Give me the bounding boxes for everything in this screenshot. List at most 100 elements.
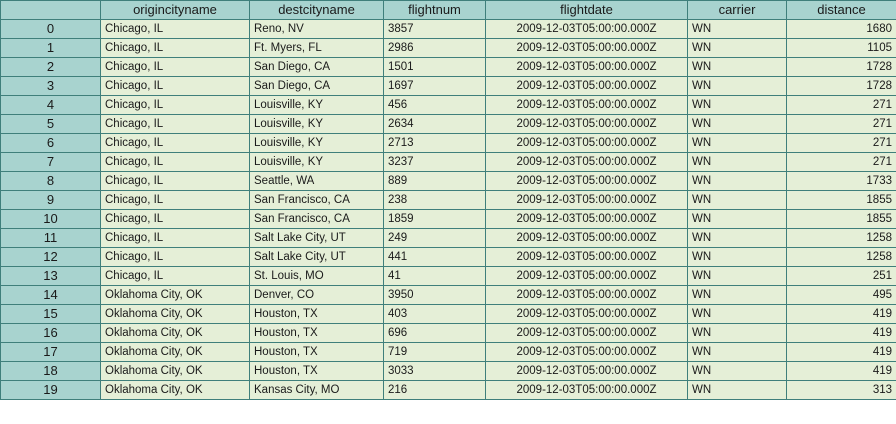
destcityname-cell[interactable]: San Francisco, CA: [249, 190, 384, 210]
flightdate-cell[interactable]: 2009-12-03T05:00:00.000Z: [485, 247, 688, 267]
destcityname-cell[interactable]: San Francisco, CA: [249, 209, 384, 229]
destcityname-cell[interactable]: St. Louis, MO: [249, 266, 384, 286]
row-index-cell[interactable]: 3: [0, 76, 101, 96]
distance-cell[interactable]: 419: [786, 304, 896, 324]
distance-cell[interactable]: 271: [786, 152, 896, 172]
distance-cell[interactable]: 1855: [786, 190, 896, 210]
flightnum-cell[interactable]: 2713: [383, 133, 486, 153]
flightnum-cell[interactable]: 1501: [383, 57, 486, 77]
flightnum-cell[interactable]: 403: [383, 304, 486, 324]
carrier-cell[interactable]: WN: [687, 95, 787, 115]
carrier-cell[interactable]: WN: [687, 190, 787, 210]
origincityname-cell[interactable]: Chicago, IL: [100, 114, 250, 134]
flightnum-cell[interactable]: 3237: [383, 152, 486, 172]
destcityname-cell[interactable]: Louisville, KY: [249, 95, 384, 115]
table-row[interactable]: 8 Chicago, IL Seattle, WA 889 2009-12-03T05:…: [0, 171, 896, 191]
header-origincityname[interactable]: origincityname: [100, 0, 250, 20]
carrier-cell[interactable]: WN: [687, 342, 787, 362]
destcityname-cell[interactable]: Salt Lake City, UT: [249, 228, 384, 248]
distance-cell[interactable]: 1733: [786, 171, 896, 191]
origincityname-cell[interactable]: Chicago, IL: [100, 19, 250, 39]
row-index-cell[interactable]: 15: [0, 304, 101, 324]
distance-cell[interactable]: 271: [786, 133, 896, 153]
destcityname-cell[interactable]: San Diego, CA: [249, 76, 384, 96]
row-index-cell[interactable]: 0: [0, 19, 101, 39]
flightdate-cell[interactable]: 2009-12-03T05:00:00.000Z: [485, 114, 688, 134]
flightnum-cell[interactable]: 441: [383, 247, 486, 267]
header-index[interactable]: [0, 0, 101, 20]
origincityname-cell[interactable]: Oklahoma City, OK: [100, 342, 250, 362]
carrier-cell[interactable]: WN: [687, 361, 787, 381]
flightnum-cell[interactable]: 3033: [383, 361, 486, 381]
flightdate-cell[interactable]: 2009-12-03T05:00:00.000Z: [485, 342, 688, 362]
carrier-cell[interactable]: WN: [687, 133, 787, 153]
distance-cell[interactable]: 419: [786, 361, 896, 381]
origincityname-cell[interactable]: Chicago, IL: [100, 76, 250, 96]
origincityname-cell[interactable]: Oklahoma City, OK: [100, 361, 250, 381]
destcityname-cell[interactable]: Louisville, KY: [249, 133, 384, 153]
flightdate-cell[interactable]: 2009-12-03T05:00:00.000Z: [485, 380, 688, 400]
destcityname-cell[interactable]: Louisville, KY: [249, 152, 384, 172]
flightdate-cell[interactable]: 2009-12-03T05:00:00.000Z: [485, 266, 688, 286]
distance-cell[interactable]: 1855: [786, 209, 896, 229]
carrier-cell[interactable]: WN: [687, 304, 787, 324]
table-row[interactable]: 13 Chicago, IL St. Louis, MO 41 2009-12-03T0…: [0, 266, 896, 286]
table-row[interactable]: 5 Chicago, IL Louisville, KY 2634 2009-12-03…: [0, 114, 896, 134]
distance-cell[interactable]: 1728: [786, 57, 896, 77]
flightnum-cell[interactable]: 1859: [383, 209, 486, 229]
carrier-cell[interactable]: WN: [687, 266, 787, 286]
distance-cell[interactable]: 1680: [786, 19, 896, 39]
flightnum-cell[interactable]: 2634: [383, 114, 486, 134]
origincityname-cell[interactable]: Chicago, IL: [100, 228, 250, 248]
origincityname-cell[interactable]: Chicago, IL: [100, 95, 250, 115]
destcityname-cell[interactable]: Houston, TX: [249, 323, 384, 343]
origincityname-cell[interactable]: Chicago, IL: [100, 266, 250, 286]
flightnum-cell[interactable]: 238: [383, 190, 486, 210]
flightnum-cell[interactable]: 456: [383, 95, 486, 115]
row-index-cell[interactable]: 4: [0, 95, 101, 115]
carrier-cell[interactable]: WN: [687, 38, 787, 58]
flightdate-cell[interactable]: 2009-12-03T05:00:00.000Z: [485, 190, 688, 210]
origincityname-cell[interactable]: Chicago, IL: [100, 152, 250, 172]
flightdate-cell[interactable]: 2009-12-03T05:00:00.000Z: [485, 361, 688, 381]
destcityname-cell[interactable]: Houston, TX: [249, 304, 384, 324]
row-index-cell[interactable]: 18: [0, 361, 101, 381]
table-row[interactable]: 17 Oklahoma City, OK Houston, TX 719 2009-12…: [0, 342, 896, 362]
row-index-cell[interactable]: 1: [0, 38, 101, 58]
distance-cell[interactable]: 1728: [786, 76, 896, 96]
table-row[interactable]: 14 Oklahoma City, OK Denver, CO 3950 2009-12…: [0, 285, 896, 305]
carrier-cell[interactable]: WN: [687, 114, 787, 134]
carrier-cell[interactable]: WN: [687, 171, 787, 191]
distance-cell[interactable]: 419: [786, 342, 896, 362]
flightnum-cell[interactable]: 719: [383, 342, 486, 362]
origincityname-cell[interactable]: Oklahoma City, OK: [100, 304, 250, 324]
flightnum-cell[interactable]: 3857: [383, 19, 486, 39]
header-flightdate[interactable]: flightdate: [485, 0, 688, 20]
table-row[interactable]: 9 Chicago, IL San Francisco, CA 238 2009-12-…: [0, 190, 896, 210]
flightdate-cell[interactable]: 2009-12-03T05:00:00.000Z: [485, 285, 688, 305]
table-row[interactable]: 16 Oklahoma City, OK Houston, TX 696 2009-12…: [0, 323, 896, 343]
origincityname-cell[interactable]: Chicago, IL: [100, 209, 250, 229]
distance-cell[interactable]: 1258: [786, 247, 896, 267]
distance-cell[interactable]: 271: [786, 114, 896, 134]
table-row[interactable]: 6 Chicago, IL Louisville, KY 2713 2009-12-03…: [0, 133, 896, 153]
distance-cell[interactable]: 313: [786, 380, 896, 400]
header-destcityname[interactable]: destcityname: [249, 0, 384, 20]
distance-cell[interactable]: 495: [786, 285, 896, 305]
distance-cell[interactable]: 251: [786, 266, 896, 286]
origincityname-cell[interactable]: Chicago, IL: [100, 57, 250, 77]
destcityname-cell[interactable]: Houston, TX: [249, 342, 384, 362]
table-row[interactable]: 10 Chicago, IL San Francisco, CA 1859 2009-1…: [0, 209, 896, 229]
carrier-cell[interactable]: WN: [687, 209, 787, 229]
row-index-cell[interactable]: 8: [0, 171, 101, 191]
table-row[interactable]: 7 Chicago, IL Louisville, KY 3237 2009-12-03…: [0, 152, 896, 172]
table-row[interactable]: 4 Chicago, IL Louisville, KY 456 2009-12-03T…: [0, 95, 896, 115]
table-row[interactable]: 12 Chicago, IL Salt Lake City, UT 441 2009-1…: [0, 247, 896, 267]
flightdate-cell[interactable]: 2009-12-03T05:00:00.000Z: [485, 209, 688, 229]
carrier-cell[interactable]: WN: [687, 285, 787, 305]
row-index-cell[interactable]: 11: [0, 228, 101, 248]
row-index-cell[interactable]: 17: [0, 342, 101, 362]
carrier-cell[interactable]: WN: [687, 76, 787, 96]
carrier-cell[interactable]: WN: [687, 380, 787, 400]
row-index-cell[interactable]: 13: [0, 266, 101, 286]
